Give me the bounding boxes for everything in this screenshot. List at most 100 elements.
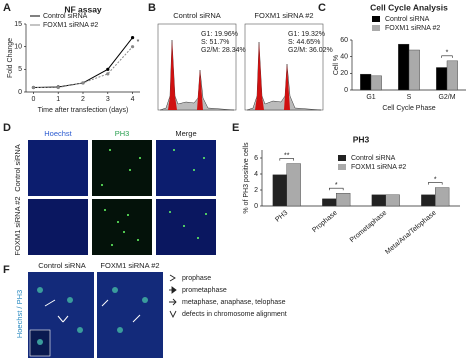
- row-title: Control siRNA: [13, 144, 22, 192]
- annotation: *: [434, 176, 437, 183]
- y-tick-label: 20: [340, 70, 348, 77]
- bar: [398, 43, 410, 91]
- legend-label: FOXM1 siRNA #2: [351, 164, 406, 171]
- micrograph: [28, 199, 88, 255]
- x-tick-label: G2/M: [438, 94, 455, 101]
- column-title: FOXM1 siRNA #2: [100, 261, 159, 270]
- bar: [436, 67, 448, 91]
- legend-symbols: [169, 274, 177, 319]
- legend-label: Control siRNA: [43, 13, 88, 20]
- histogram-peak: [168, 40, 203, 110]
- stat: G2/M: 28.34%: [201, 47, 246, 54]
- stat: G1: 19.96%: [201, 31, 238, 38]
- x-tick-label: Prometaphase: [349, 210, 388, 245]
- bar: [421, 194, 436, 207]
- column-title: Merge: [175, 129, 196, 138]
- bar: [286, 163, 301, 207]
- bar: [435, 187, 450, 207]
- chart-title: Cell Cycle Analysis: [370, 2, 448, 12]
- x-tick-label: 2: [81, 96, 85, 103]
- y-tick-label: 15: [14, 21, 22, 28]
- y-tick-label: 6: [254, 155, 258, 162]
- x-tick-label: 3: [106, 96, 110, 103]
- sample-title: FOXM1 siRNA #2: [254, 11, 313, 20]
- point: [81, 81, 85, 85]
- mitosis-panel: Control siRNA FOXM1 siRNA #2 Hoechst / P…: [15, 261, 287, 358]
- micrograph: [156, 199, 216, 255]
- flow-panel: Control siRNA FOXM1 siRNA #2 G1: 19.96% …: [157, 11, 333, 111]
- x-tick-label: 0: [31, 96, 35, 103]
- y-tick-label: 5: [18, 66, 22, 73]
- chart-title: NF assay: [64, 4, 102, 14]
- x-tick-label: Prophase: [311, 210, 339, 235]
- arrows: [44, 299, 141, 323]
- x-tick-label: 4: [131, 96, 135, 103]
- point: [106, 67, 110, 71]
- stat: G2/M: 36.02%: [288, 47, 333, 54]
- legend-text: prophase: [182, 275, 211, 282]
- cells: [37, 287, 148, 345]
- stat: S: 51.7%: [201, 39, 229, 46]
- significance-bracket: [279, 158, 294, 161]
- bar: [322, 198, 337, 207]
- panel-label: F: [3, 264, 10, 276]
- y-tick-label: 0: [254, 203, 258, 210]
- x-tick-label: G1: [366, 94, 375, 101]
- bar: [360, 73, 372, 91]
- bar: [371, 194, 386, 207]
- legend-swatch: [338, 155, 346, 161]
- bar: [336, 192, 351, 207]
- legend-label: FOXM1 siRNA #2: [43, 22, 98, 29]
- column-title: Hoechst: [44, 129, 72, 138]
- y-tick-label: 60: [340, 37, 348, 44]
- bar: [385, 194, 400, 207]
- significance-bracket: [329, 187, 344, 191]
- significance-bracket: [441, 55, 453, 58]
- y-tick-label: 10: [14, 44, 22, 51]
- row-title: FOXM1 siRNA #2: [13, 196, 22, 255]
- y-axis-label: % of PH3 positive cells: [243, 142, 250, 214]
- bar: [446, 60, 458, 91]
- legend-label: Control siRNA: [385, 16, 430, 23]
- stain-label: Hoechst / PH3: [15, 290, 24, 338]
- histogram: [159, 39, 235, 111]
- x-tick-label: Meta/Ana/Telophase: [384, 210, 437, 256]
- point: [106, 72, 110, 76]
- column-title: Control siRNA: [38, 261, 86, 270]
- panel-label: E: [232, 122, 239, 134]
- chart-title: PH3: [353, 134, 370, 144]
- legend-text: prometaphase: [182, 287, 227, 294]
- y-axis-label: Cell %: [333, 55, 340, 75]
- y-tick-label: 40: [340, 54, 348, 61]
- panel-label: C: [318, 2, 326, 14]
- legend-swatch: [372, 25, 380, 31]
- legend-label: FOXM1 siRNA #2: [385, 25, 440, 32]
- histogram-peak: [255, 42, 290, 110]
- y-tick-label: 0: [18, 89, 22, 96]
- panel-label: D: [3, 122, 11, 134]
- bar: [408, 49, 420, 91]
- point: [130, 45, 135, 49]
- micrograph: [92, 140, 152, 196]
- column-title: PH3: [115, 129, 130, 138]
- legend-text: defects in chromosome alignment: [182, 311, 287, 318]
- y-tick-label: 4: [254, 171, 258, 178]
- y-axis-label: Fold Change: [7, 38, 14, 78]
- annotation: *: [335, 182, 338, 189]
- point: [130, 36, 135, 40]
- panel-label: A: [3, 2, 11, 14]
- bar: [370, 75, 382, 91]
- legend-swatch: [338, 164, 346, 170]
- if-panel: Hoechst PH3 Merge Control siRNA FOXM1 si…: [13, 129, 216, 256]
- panel-label: B: [148, 2, 156, 14]
- significance-bracket: [428, 182, 443, 185]
- stat: S: 44.65%: [288, 39, 320, 46]
- x-axis-label: Cell Cycle Phase: [382, 105, 435, 112]
- point: [56, 85, 60, 90]
- annotation: **: [284, 152, 290, 159]
- y-tick-label: 2: [254, 187, 258, 194]
- micrograph: [156, 140, 216, 196]
- legend-label: Control siRNA: [351, 155, 396, 162]
- x-axis-label: Time after transfection (days): [38, 107, 129, 114]
